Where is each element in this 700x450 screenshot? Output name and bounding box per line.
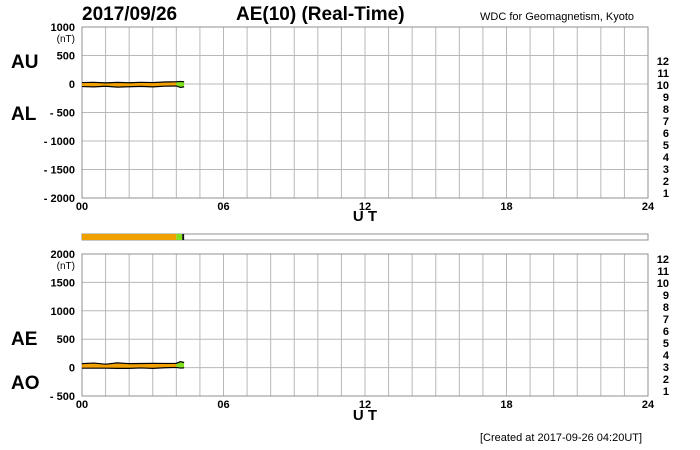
ae-label: AE	[11, 329, 38, 350]
ae-ao-panel-y-tick-label: 2000	[51, 249, 75, 261]
upper-legend-1: 1	[663, 188, 669, 200]
au-al-panel-x-tick-label: 24	[642, 201, 655, 213]
ae-ao-panel-x-tick-label: 06	[217, 399, 229, 411]
chart-date: 2017/09/26	[82, 4, 178, 25]
upper-legend-6: 6	[663, 128, 669, 140]
upper-legend-8: 8	[663, 104, 669, 116]
lower-legend-6: 6	[663, 326, 669, 338]
lower-legend-8: 8	[663, 302, 669, 314]
upper-legend-2: 2	[663, 176, 669, 188]
created-timestamp: [Created at 2017-09-26 04:20UT]	[480, 432, 643, 444]
au-al-panel-x-tick-label: 12	[359, 201, 371, 213]
station-strip-segment	[82, 234, 177, 240]
lower-legend-2: 2	[663, 374, 669, 386]
upper-legend-9: 9	[663, 92, 669, 104]
au-al-panel-y-tick-label: - 1000	[44, 136, 75, 148]
chart-title: AE(10) (Real-Time)	[236, 4, 405, 25]
upper-legend-3: 3	[663, 164, 669, 176]
station-strip-segment	[176, 234, 183, 240]
ae-ao-panel-x-tick-label: 12	[359, 399, 371, 411]
lower-legend-5: 5	[663, 338, 669, 350]
organization-label: WDC for Geomagnetism, Kyoto	[480, 11, 635, 23]
lower-legend-9: 9	[663, 290, 669, 302]
au-al-panel-series-au-line	[81, 80, 185, 84]
lower-legend-7: 7	[663, 314, 669, 326]
upper-legend-10: 10	[657, 80, 669, 92]
ae-ao-panel-y-tick-label: 0	[69, 363, 75, 375]
ae-ao-panel-frame	[81, 253, 649, 397]
au-al-panel-y-tick-label: 1000	[51, 22, 75, 34]
au-al-panel-x-axis-label: U T	[353, 208, 377, 225]
ao-label: AO	[11, 373, 40, 394]
au-al-panel-unit-label: (nT)	[57, 34, 75, 45]
lower-legend-1: 1	[663, 386, 669, 398]
au-al-panel-band-recent-fill	[176, 81, 185, 88]
au-al-panel-y-tick-label: 500	[57, 51, 75, 63]
upper-legend-12: 12	[657, 56, 669, 68]
au-al-panel-frame	[81, 26, 649, 199]
ae-ao-panel-y-tick-label: 500	[57, 334, 75, 346]
au-al-panel-y-tick-label: - 500	[50, 108, 75, 120]
ae-ao-panel-series-ae-line	[81, 361, 185, 365]
au-al-panel-y-tick-label: - 1500	[44, 165, 75, 177]
au-al-panel-x-tick-label: 00	[76, 201, 88, 213]
au-al-panel-y-tick-label: - 2000	[44, 193, 75, 205]
ae-ao-panel-y-tick-label: 1000	[51, 306, 75, 318]
au-label: AU	[11, 52, 39, 73]
ae-ao-panel-y-tick-label: 1500	[51, 277, 75, 289]
lower-legend-12: 12	[657, 254, 669, 266]
upper-legend-5: 5	[663, 140, 669, 152]
au-al-panel-x-tick-label: 06	[217, 201, 229, 213]
ae-ao-panel-series-ao-line	[82, 366, 185, 369]
station-strip-segment	[182, 234, 185, 240]
ae-ao-panel-unit-label: (nT)	[57, 261, 75, 272]
au-al-panel-series-al-line	[81, 85, 185, 89]
lower-legend-11: 11	[657, 266, 669, 278]
upper-legend-4: 4	[663, 152, 670, 164]
ae-ao-panel-x-tick-label: 00	[76, 399, 88, 411]
ae-ao-panel-y-tick-label: - 500	[50, 391, 75, 403]
lower-legend-10: 10	[657, 278, 669, 290]
lower-legend-4: 4	[663, 350, 670, 362]
ae-ao-panel-x-tick-label: 24	[642, 399, 655, 411]
au-al-panel-y-tick-label: 0	[69, 79, 75, 91]
al-label: AL	[11, 104, 37, 125]
upper-legend-7: 7	[663, 116, 669, 128]
lower-legend-3: 3	[663, 362, 669, 374]
ae-ao-panel-x-tick-label: 18	[500, 399, 512, 411]
ae-ao-panel-x-axis-label: U T	[353, 407, 377, 424]
au-al-panel-x-tick-label: 18	[500, 201, 512, 213]
upper-legend-11: 11	[657, 68, 669, 80]
ae-ao-panel-band-recent-fill	[176, 361, 185, 369]
